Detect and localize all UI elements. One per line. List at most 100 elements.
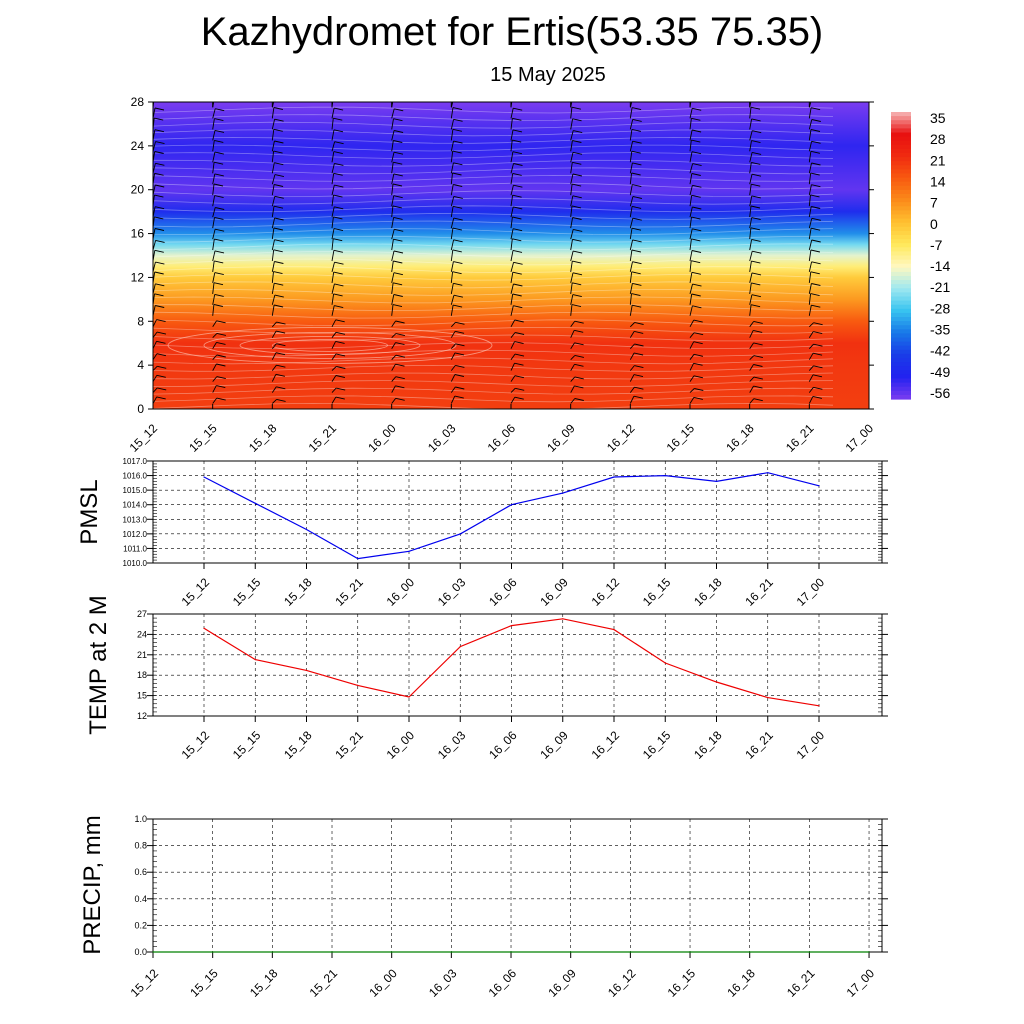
wind-barb-staff <box>212 397 218 404</box>
wind-barb-staff <box>153 375 158 382</box>
wind-barb-staff <box>808 194 811 207</box>
wind-barb-flag <box>276 321 286 325</box>
wind-barb-staff <box>629 107 633 119</box>
colorbar-band <box>891 349 911 355</box>
wind-barb-flag <box>274 294 284 298</box>
wind-barb-staff <box>629 206 633 218</box>
contour-line <box>153 182 834 190</box>
wind-barb-flag <box>691 260 701 264</box>
contour-line <box>153 296 834 304</box>
wind-barb-flag <box>751 294 761 298</box>
colorbar-band <box>891 304 911 310</box>
wind-barb-staff <box>808 305 812 316</box>
wind-barb-flag <box>572 140 582 143</box>
data-point <box>212 951 214 953</box>
wind-barb-staff <box>749 376 755 382</box>
wind-barb-staff <box>271 227 275 240</box>
wind-barb-staff <box>689 293 693 305</box>
data-point <box>715 480 718 482</box>
wind-barb-flag <box>214 260 224 264</box>
y-tick-label: 24 <box>137 629 147 639</box>
data-point <box>510 504 513 506</box>
wind-barb-staff <box>391 282 394 294</box>
y-tick-label: 4 <box>137 358 144 372</box>
wind-barb-staff <box>629 172 633 185</box>
wind-barb-staff <box>808 206 812 218</box>
wind-barb-flag <box>154 216 164 220</box>
wind-barb-staff <box>212 376 218 382</box>
wind-barb-staff <box>689 363 695 371</box>
y-tick-label: 0 <box>137 402 144 416</box>
wind-barb-flag <box>454 395 464 399</box>
wind-barb-staff <box>391 239 394 251</box>
wind-barb-staff <box>749 321 755 328</box>
wind-barb-flag <box>156 340 166 344</box>
contour-line <box>153 159 834 167</box>
colorbar-band <box>891 308 911 314</box>
x-tick-label: 16_21 <box>742 575 776 609</box>
contour-line <box>153 136 834 144</box>
wind-barb-flag <box>333 117 343 121</box>
colorbar-band <box>891 325 911 330</box>
contour-line <box>153 190 834 197</box>
wind-barb-flag <box>871 108 880 110</box>
wind-barb-flag <box>871 294 880 296</box>
wind-barb-staff <box>629 396 635 404</box>
wind-barb-staff <box>331 396 337 404</box>
wind-barb-staff <box>629 184 633 196</box>
pmsl-panel: 1010.0 1011.0 1012.0 1013.0 1014.0 1015.0 1016… <box>76 457 888 609</box>
wind-barb-staff <box>391 152 395 163</box>
wind-barb-flag <box>395 333 405 337</box>
wind-barb-staff <box>749 227 752 240</box>
wind-barb-flag <box>693 353 704 357</box>
wind-barb-flag <box>573 97 582 99</box>
wind-barb-flag <box>155 305 165 308</box>
wind-barb-flag <box>333 172 343 176</box>
wind-barb-flag <box>514 341 524 345</box>
colorbar-band <box>891 337 911 343</box>
wind-barb-staff <box>749 239 753 251</box>
wind-barb-staff <box>808 129 812 141</box>
wind-barb-staff <box>510 353 516 360</box>
wind-barb-staff <box>212 229 216 240</box>
wind-barb-staff <box>868 369 869 371</box>
wind-barb-staff <box>629 283 633 294</box>
wind-barb-flag <box>276 386 286 390</box>
wind-barb-flag <box>513 228 523 232</box>
x-tick-label: 17_00 <box>794 728 828 762</box>
wind-barb-staff <box>510 305 514 316</box>
y-tick-label: 1013.0 <box>123 515 148 524</box>
plot-frame <box>152 613 883 717</box>
x-tick-label: 16_21 <box>783 421 817 455</box>
wind-barb-flag <box>871 207 880 209</box>
colorbar-band <box>891 333 911 339</box>
wind-barb-staff <box>271 283 275 294</box>
wind-barb-staff <box>510 195 514 207</box>
wind-barb-staff <box>689 332 695 338</box>
wind-barb-staff <box>808 162 812 174</box>
wind-barb-staff <box>450 228 454 240</box>
wind-barb-flag <box>632 162 642 166</box>
contour-line <box>153 220 834 228</box>
wind-barb-flag <box>393 282 403 286</box>
wind-barb-flag <box>691 293 701 297</box>
wind-barb-staff <box>808 218 813 229</box>
wind-barb-flag <box>812 374 823 378</box>
wind-barb-staff <box>331 228 335 240</box>
wind-barb-flag <box>154 151 164 154</box>
wind-barb-flag <box>453 162 463 166</box>
data-point <box>570 951 572 953</box>
wind-barb-staff <box>212 130 216 141</box>
wind-barb-flag <box>214 139 224 143</box>
contour-line <box>153 357 834 365</box>
wind-barb-flag <box>454 374 464 377</box>
wind-barb-staff <box>153 331 158 338</box>
colorbar-band <box>891 267 911 273</box>
wind-barb-flag <box>155 206 165 210</box>
wind-barb-flag <box>334 206 344 210</box>
wind-barb-flag <box>393 195 403 199</box>
wind-barb-staff <box>629 305 633 316</box>
data-point <box>459 533 461 535</box>
wind-barb-flag <box>514 396 524 400</box>
x-tick-label: 16_15 <box>665 966 699 1000</box>
